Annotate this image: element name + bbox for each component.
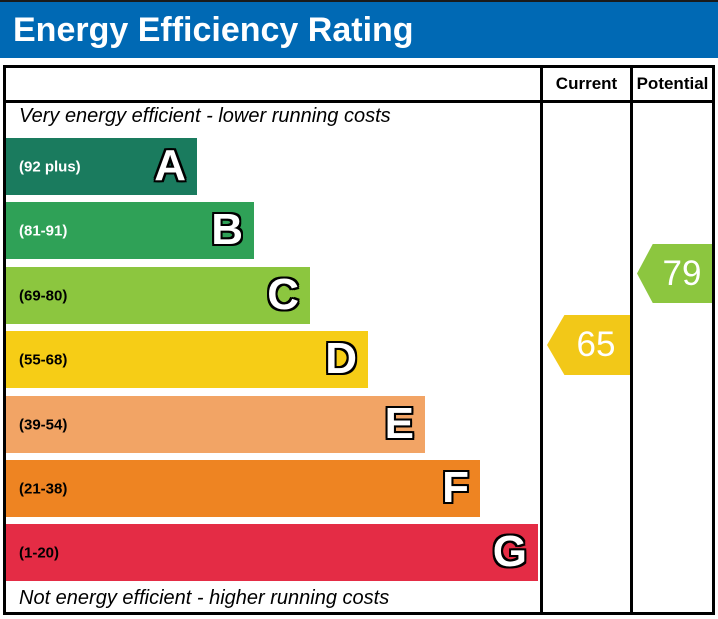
band-letter: C xyxy=(267,269,299,319)
band-range-label: (55-68) xyxy=(19,351,68,368)
column-header-potential: Potential xyxy=(636,74,709,93)
title-bar: Energy Efficiency Rating xyxy=(0,2,718,58)
band-letter: G xyxy=(492,526,527,576)
band-F: (21-38) F xyxy=(6,460,480,517)
band-letter: F xyxy=(442,462,469,512)
header-separator-line xyxy=(6,100,712,103)
note-very-efficient: Very energy efficient - lower running co… xyxy=(19,105,391,127)
band-E: (39-54) E xyxy=(6,396,425,453)
band-range-label: (92 plus) xyxy=(19,158,81,175)
band-range-label: (39-54) xyxy=(19,416,68,433)
band-range-label: (69-80) xyxy=(19,287,68,304)
band-G: (1-20) G xyxy=(6,524,538,581)
page-title: Energy Efficiency Rating xyxy=(13,10,414,49)
band-range-label: (1-20) xyxy=(19,544,60,561)
band-D: (55-68) D xyxy=(6,331,368,388)
band-letter: E xyxy=(384,398,414,448)
potential-rating-arrow: 79 xyxy=(637,244,712,303)
band-letter: B xyxy=(211,204,243,254)
epc-rating-chart: Current Potential Very energy efficient … xyxy=(3,65,715,615)
band-letter: D xyxy=(325,333,357,383)
current-column-divider xyxy=(540,68,543,612)
note-not-efficient: Not energy efficient - higher running co… xyxy=(19,587,390,609)
band-range-label: (21-38) xyxy=(19,480,68,497)
potential-column-divider xyxy=(630,68,633,612)
band-B: (81-91) B xyxy=(6,202,254,259)
column-header-current: Current xyxy=(555,74,618,93)
current-rating-arrow: 65 xyxy=(547,315,630,375)
band-C: (69-80) C xyxy=(6,267,310,324)
band-A: (92 plus) A xyxy=(6,138,197,195)
top-border-line xyxy=(0,0,718,2)
band-letter: A xyxy=(154,140,186,190)
band-range-label: (81-91) xyxy=(19,222,68,239)
